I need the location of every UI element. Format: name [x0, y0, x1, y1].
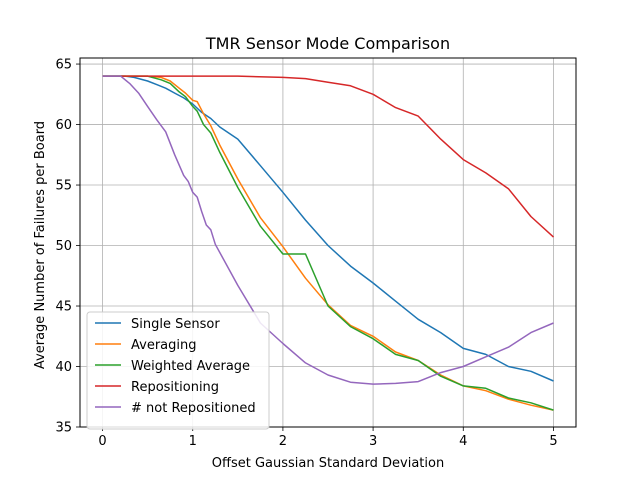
x-tick-label: 0: [98, 434, 106, 449]
y-tick-label: 45: [55, 300, 72, 315]
x-tick-label: 4: [459, 434, 467, 449]
legend: Single Sensor Averaging Weighted Average Re…: [86, 311, 270, 430]
x-tick-label: 2: [279, 434, 287, 449]
series-line-single-sensor: [102, 75, 554, 382]
legend-label: Repositioning: [131, 380, 219, 395]
series-line-weighted-average: [102, 75, 554, 411]
x-tick-label: 5: [549, 434, 557, 449]
series-line-repositioning: [102, 75, 555, 238]
series-lines: [102, 75, 555, 411]
x-tick-label: 1: [189, 434, 197, 449]
legend-label: Averaging: [131, 338, 197, 353]
legend-label: # not Repositioned: [131, 401, 256, 416]
y-tick-label: 50: [55, 239, 72, 254]
x-axis-label: Offset Gaussian Standard Deviation: [212, 456, 444, 471]
legend-box: [86, 311, 270, 430]
series-line-not-repositioned: [102, 75, 554, 385]
legend-label: Weighted Average: [131, 359, 250, 374]
y-tick-label: 35: [55, 421, 72, 436]
y-tick-label: 60: [55, 118, 72, 133]
x-tick-label: 3: [369, 434, 377, 449]
plot-frame: [79, 57, 577, 428]
y-tick-label: 65: [55, 58, 72, 73]
chart-title: TMR Sensor Mode Comparison: [205, 34, 450, 53]
y-tick-label: 55: [55, 179, 72, 194]
y-axis-label: Average Number of Failures per Board: [33, 121, 48, 369]
y-tick-label: 40: [55, 360, 72, 375]
legend-label: Single Sensor: [131, 317, 220, 332]
